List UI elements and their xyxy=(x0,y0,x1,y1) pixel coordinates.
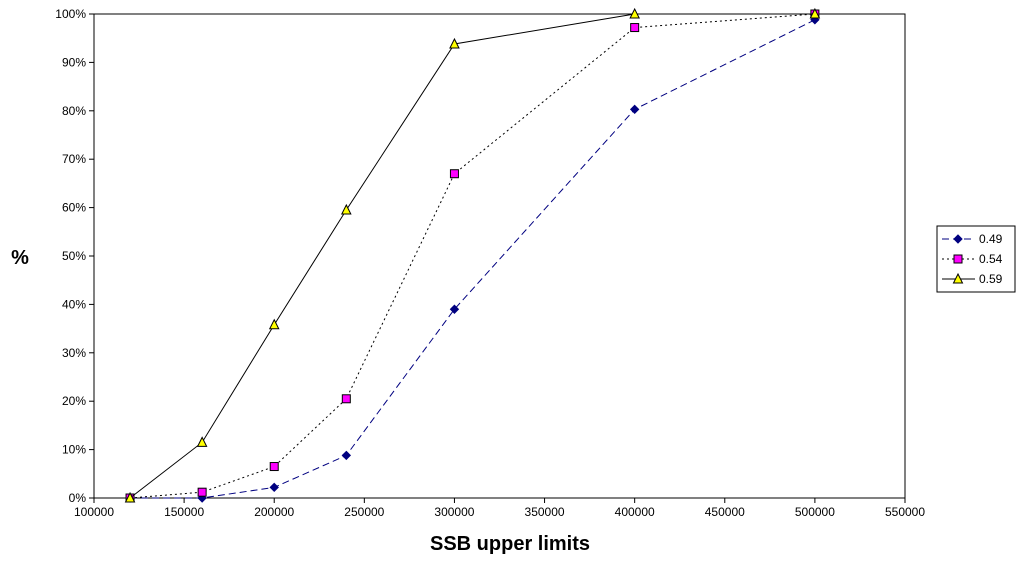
data-point xyxy=(449,37,460,49)
data-point xyxy=(341,450,352,461)
x-axis-title: SSB upper limits xyxy=(430,533,590,555)
legend-item: 0.54 xyxy=(942,252,1003,266)
y-axis: 0% 10% 20% 30% 40% 50% 60% 70% 80% 90% 100% xyxy=(55,7,94,505)
data-point xyxy=(341,394,351,404)
y-tick-label: 40% xyxy=(62,297,86,311)
series-layer xyxy=(124,7,821,503)
data-point xyxy=(629,104,640,115)
plot-frame xyxy=(93,13,906,499)
legend-item: 0.49 xyxy=(942,232,1003,246)
legend: 0.49 0.54 0.59 xyxy=(936,225,1016,293)
y-tick-label: 30% xyxy=(62,346,86,360)
y-tick-label: 70% xyxy=(62,152,86,166)
data-point xyxy=(449,169,459,179)
y-tick-label: 90% xyxy=(62,55,86,69)
y-axis-title: % xyxy=(11,247,29,269)
x-axis: 100000 150000 200000 250000 300000 350000 4000… xyxy=(74,498,925,519)
x-tick-label: 550000 xyxy=(885,505,925,519)
y-tick-label: 50% xyxy=(62,249,86,263)
y-tick-label: 20% xyxy=(62,394,86,408)
x-tick-label: 200000 xyxy=(254,505,294,519)
plot-area xyxy=(93,13,906,499)
y-tick-label: 80% xyxy=(62,104,86,118)
data-point xyxy=(124,491,136,503)
data-point xyxy=(197,487,207,497)
legend-box xyxy=(936,225,1016,293)
legend-label: 0.49 xyxy=(979,232,1003,246)
data-point xyxy=(809,7,821,19)
x-tick-label: 500000 xyxy=(795,505,835,519)
x-tick-label: 300000 xyxy=(434,505,474,519)
legend-marker xyxy=(952,272,964,284)
data-point xyxy=(629,7,640,19)
data-point xyxy=(269,462,279,472)
legend-label: 0.59 xyxy=(979,272,1003,286)
x-tick-label: 450000 xyxy=(705,505,745,519)
y-tick-label: 10% xyxy=(62,443,86,457)
x-tick-label: 150000 xyxy=(164,505,204,519)
data-point xyxy=(269,482,279,493)
data-point xyxy=(268,318,280,330)
y-tick-label: 60% xyxy=(62,201,86,215)
legend-marker xyxy=(953,254,963,264)
data-point xyxy=(196,436,208,447)
y-tick-label: 100% xyxy=(55,7,86,21)
legend-marker xyxy=(953,234,963,244)
data-point xyxy=(630,23,640,33)
x-tick-label: 250000 xyxy=(344,505,384,519)
data-point xyxy=(341,203,352,215)
legend-label: 0.54 xyxy=(979,252,1003,266)
x-tick-label: 100000 xyxy=(74,505,114,519)
y-tick-label: 0% xyxy=(69,491,87,505)
x-tick-label: 350000 xyxy=(525,505,565,519)
x-tick-label: 400000 xyxy=(615,505,655,519)
series-0-59 xyxy=(124,7,821,503)
legend-item: 0.59 xyxy=(942,272,1003,286)
data-point xyxy=(449,304,460,314)
